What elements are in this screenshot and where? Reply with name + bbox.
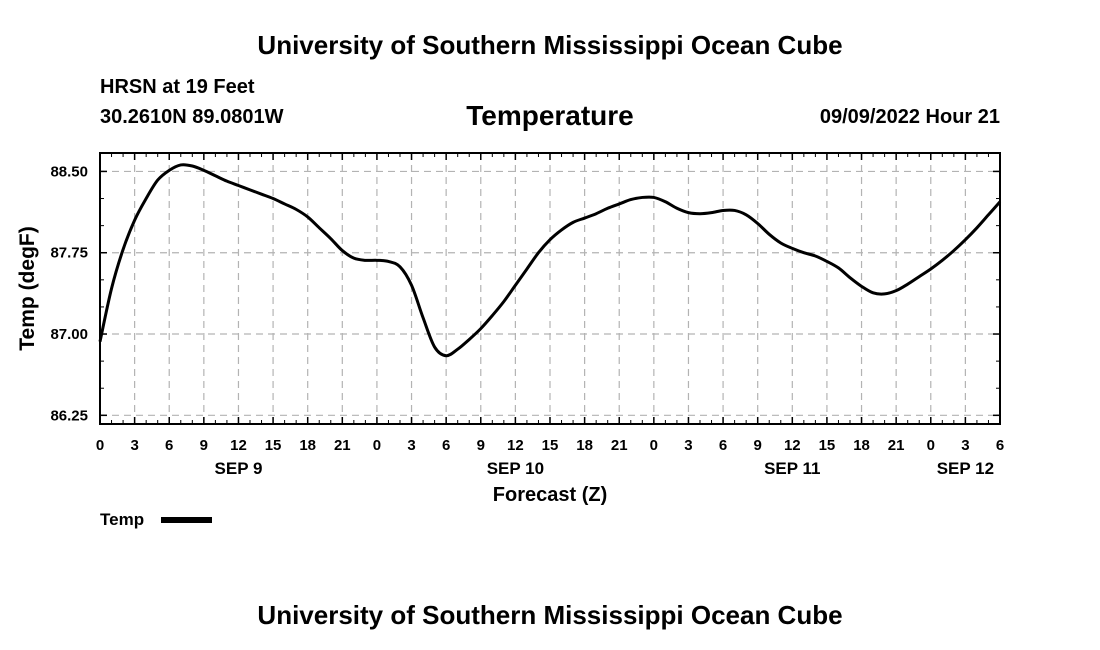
x-tick-label: 3 (130, 437, 138, 454)
x-tick-label: 21 (334, 437, 351, 454)
x-tick-label: 18 (299, 437, 316, 454)
x-tick-label: 3 (407, 437, 415, 454)
page-title: University of Southern Mississippi Ocean… (257, 30, 843, 60)
x-tick-label: 15 (265, 437, 282, 454)
x-tick-label: 18 (853, 437, 870, 454)
x-tick-label: 6 (719, 437, 727, 454)
x-axis-label: Forecast (Z) (493, 484, 607, 506)
y-tick-label: 86.25 (50, 407, 88, 424)
x-tick-label: 0 (96, 437, 104, 454)
x-tick-label: 6 (442, 437, 450, 454)
x-tick-label: 15 (819, 437, 836, 454)
x-tick-label: 3 (684, 437, 692, 454)
y-axis-label: Temp (degF) (16, 226, 39, 350)
x-tick-label: 18 (576, 437, 593, 454)
forecast-datetime: 09/09/2022 Hour 21 (819, 106, 1000, 128)
axes: 0 3 6 9 12 15 18 21 0 3 6 9 12 15 18 21 0 3 6 9 12 15 18 21 0 3 6 8… (50, 153, 1004, 478)
x-tick-label: 6 (165, 437, 173, 454)
x-tick-label: 12 (784, 437, 801, 454)
x-tick-label: 0 (927, 437, 935, 454)
x-tick-label: 15 (542, 437, 559, 454)
legend: Temp (100, 510, 212, 529)
series-layer (98, 163, 1002, 358)
x-tick-label: 6 (996, 437, 1004, 454)
x-day-label: SEP 11 (764, 459, 820, 478)
x-tick-label: 9 (200, 437, 208, 454)
station-name: HRSN at 19 Feet (100, 76, 255, 98)
x-tick-label: 9 (477, 437, 485, 454)
plot-frame (99, 152, 1001, 425)
chart-title: Temperature (466, 100, 634, 131)
x-tick-label: 0 (373, 437, 381, 454)
station-coordinates: 30.2610N 89.0801W (100, 106, 284, 128)
footer-title: University of Southern Mississippi Ocean… (257, 600, 843, 630)
x-tick-label: 0 (650, 437, 658, 454)
x-tick-label: 21 (611, 437, 628, 454)
x-day-label: SEP 9 (215, 459, 263, 478)
series-line-temp (98, 163, 1002, 358)
y-tick-label: 88.50 (50, 163, 88, 180)
y-tick-label: 87.75 (50, 245, 88, 262)
x-tick-label: 12 (507, 437, 524, 454)
y-tick-label: 87.00 (50, 326, 88, 343)
x-day-label: SEP 10 (487, 459, 544, 478)
x-tick-label: 21 (888, 437, 905, 454)
legend-label-temp: Temp (100, 510, 144, 529)
x-tick-label: 3 (961, 437, 969, 454)
x-tick-label: 9 (754, 437, 762, 454)
x-tick-label: 12 (230, 437, 247, 454)
x-day-label: SEP 12 (937, 459, 994, 478)
